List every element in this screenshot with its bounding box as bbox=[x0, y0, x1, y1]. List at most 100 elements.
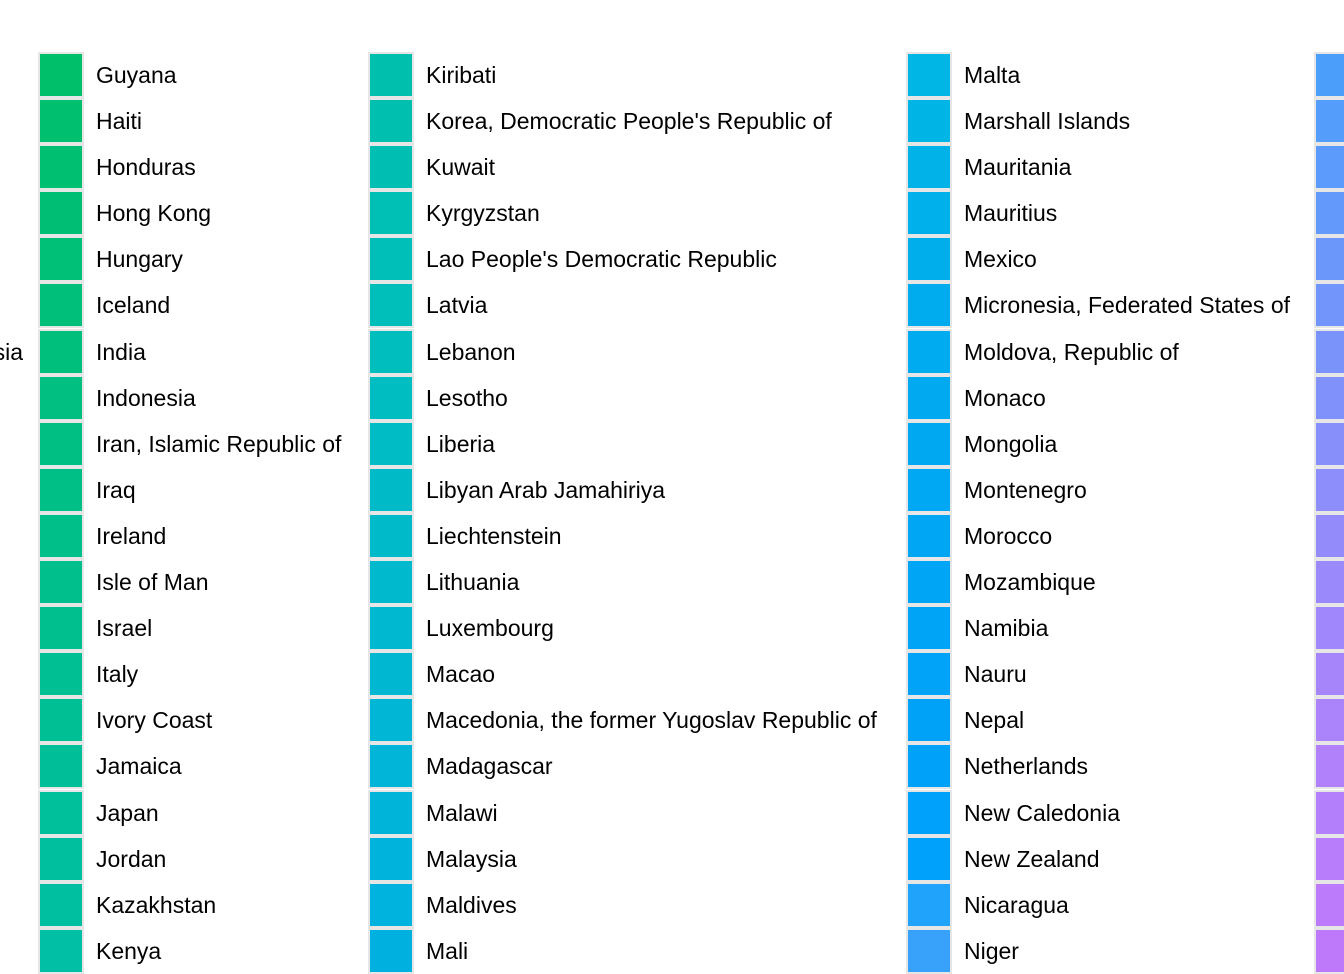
color-swatch bbox=[906, 236, 952, 283]
color-swatch bbox=[38, 835, 84, 882]
color-swatch bbox=[1314, 927, 1344, 974]
color-swatch bbox=[906, 328, 952, 375]
color-swatch bbox=[906, 605, 952, 652]
legend-label: Kyrgyzstan bbox=[426, 200, 540, 227]
color-swatch bbox=[368, 420, 414, 467]
color-swatch bbox=[38, 651, 84, 698]
color-swatch bbox=[1314, 374, 1344, 421]
color-swatch bbox=[368, 374, 414, 421]
color-swatch bbox=[1314, 282, 1344, 329]
legend-label: Italy bbox=[96, 661, 139, 688]
color-swatch bbox=[368, 98, 414, 145]
color-swatch bbox=[368, 190, 414, 237]
color-swatch bbox=[1314, 789, 1344, 836]
color-swatch bbox=[906, 144, 952, 191]
legend-label: Lesotho bbox=[426, 384, 508, 411]
color-swatch bbox=[368, 328, 414, 375]
legend-label: Malaysia bbox=[426, 845, 517, 872]
color-swatch bbox=[38, 98, 84, 145]
color-swatch bbox=[368, 144, 414, 191]
legend-label: Japan bbox=[96, 799, 159, 826]
legend-label: Liberia bbox=[426, 430, 496, 457]
color-swatch bbox=[38, 743, 84, 790]
color-swatch bbox=[368, 789, 414, 836]
legend-label: Hong Kong bbox=[96, 200, 212, 227]
color-swatch bbox=[1314, 190, 1344, 237]
legend-label: Namibia bbox=[964, 615, 1049, 642]
color-swatch bbox=[1314, 52, 1344, 98]
legend-label: Iran, Islamic Republic of bbox=[96, 430, 342, 457]
legend-label: Kenya bbox=[96, 937, 162, 964]
color-swatch bbox=[906, 52, 952, 98]
legend-label: Kazakhstan bbox=[96, 891, 217, 918]
legend-label: Lithuania bbox=[426, 569, 520, 596]
legend-label: Indonesia bbox=[96, 384, 196, 411]
legend-label: Israel bbox=[96, 615, 153, 642]
legend-label: Nicaragua bbox=[964, 891, 1069, 918]
color-swatch bbox=[38, 144, 84, 191]
color-swatch bbox=[1314, 743, 1344, 790]
color-swatch bbox=[906, 282, 952, 329]
legend-label: Montenegro bbox=[964, 476, 1087, 503]
legend-label: Haiti bbox=[96, 108, 143, 135]
legend-label: Micronesia, Federated States of bbox=[964, 292, 1290, 319]
color-swatch bbox=[906, 651, 952, 698]
legend-label: Korea, Democratic People's Republic of bbox=[426, 108, 832, 135]
color-swatch bbox=[906, 697, 952, 744]
color-swatch bbox=[38, 881, 84, 928]
legend-label: Ivory Coast bbox=[96, 707, 213, 734]
color-swatch bbox=[38, 559, 84, 606]
color-swatch bbox=[1314, 651, 1344, 698]
color-swatch bbox=[368, 52, 414, 98]
left-clipped-label: sia bbox=[0, 339, 23, 365]
color-swatch bbox=[906, 190, 952, 237]
color-swatch bbox=[1314, 697, 1344, 744]
color-swatch bbox=[906, 559, 952, 606]
legend-label: Jamaica bbox=[96, 753, 182, 780]
color-swatch bbox=[38, 328, 84, 375]
color-swatch bbox=[1314, 512, 1344, 559]
color-swatch bbox=[368, 605, 414, 652]
color-swatch bbox=[38, 789, 84, 836]
color-swatch bbox=[368, 835, 414, 882]
color-swatch bbox=[38, 697, 84, 744]
color-swatch bbox=[906, 789, 952, 836]
legend-label: Macedonia, the former Yugoslav Republic … bbox=[426, 707, 877, 734]
color-swatch bbox=[368, 697, 414, 744]
color-swatch bbox=[368, 466, 414, 513]
legend-label: Marshall Islands bbox=[964, 108, 1131, 135]
legend-label: Iceland bbox=[96, 292, 171, 319]
color-swatch bbox=[906, 881, 952, 928]
legend-label: New Caledonia bbox=[964, 799, 1120, 826]
legend-label: Iraq bbox=[96, 476, 136, 503]
color-swatch bbox=[38, 282, 84, 329]
legend-label: Kuwait bbox=[426, 154, 496, 181]
color-swatch bbox=[1314, 98, 1344, 145]
color-swatch bbox=[38, 605, 84, 652]
color-swatch bbox=[368, 881, 414, 928]
legend-label: Lao People's Democratic Republic bbox=[426, 246, 777, 273]
color-swatch bbox=[906, 98, 952, 145]
color-swatch bbox=[38, 236, 84, 283]
legend-label: Mozambique bbox=[964, 569, 1096, 596]
color-swatch bbox=[368, 651, 414, 698]
legend-label: Hungary bbox=[96, 246, 183, 273]
color-swatch bbox=[1314, 466, 1344, 513]
legend-label: Libyan Arab Jamahiriya bbox=[426, 476, 666, 503]
color-swatch bbox=[1314, 420, 1344, 467]
legend-label: Mauritania bbox=[964, 154, 1072, 181]
color-swatch bbox=[368, 743, 414, 790]
legend-label: Monaco bbox=[964, 384, 1046, 411]
legend-label: Lebanon bbox=[426, 338, 516, 365]
color-swatch bbox=[906, 743, 952, 790]
legend-label: Isle of Man bbox=[96, 569, 209, 596]
legend-label: Mali bbox=[426, 937, 469, 964]
color-swatch bbox=[906, 512, 952, 559]
legend-label: New Zealand bbox=[964, 845, 1100, 872]
legend-label: Liechtenstein bbox=[426, 522, 562, 549]
color-swatch bbox=[1314, 559, 1344, 606]
legend-label: Mexico bbox=[964, 246, 1037, 273]
color-swatch bbox=[38, 190, 84, 237]
color-swatch bbox=[368, 282, 414, 329]
legend-label: Netherlands bbox=[964, 753, 1089, 780]
